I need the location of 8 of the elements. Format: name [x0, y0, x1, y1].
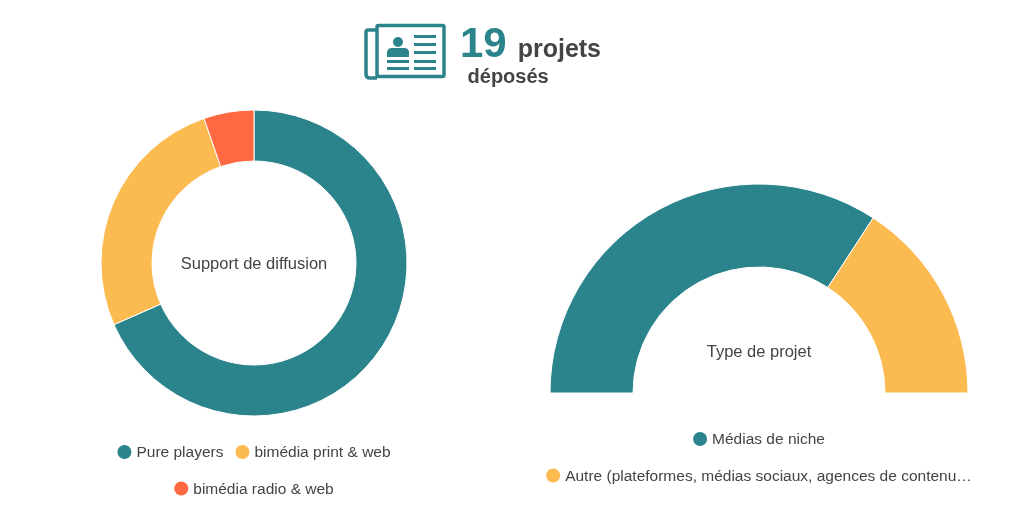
legend-label: Médias de niche: [712, 430, 825, 448]
legend-label: bimédia radio & web: [193, 479, 334, 497]
text: Type de projet: [706, 341, 812, 360]
legend-label: Autre (plateformes, médias sociaux, agences de contenu…: [565, 466, 972, 484]
text: 19 projets déposés: [460, 19, 602, 87]
text: Support de diffusion: [180, 253, 328, 272]
legend-label: Pure players: [136, 443, 224, 461]
legend-label: bimédia print & web: [254, 443, 391, 461]
